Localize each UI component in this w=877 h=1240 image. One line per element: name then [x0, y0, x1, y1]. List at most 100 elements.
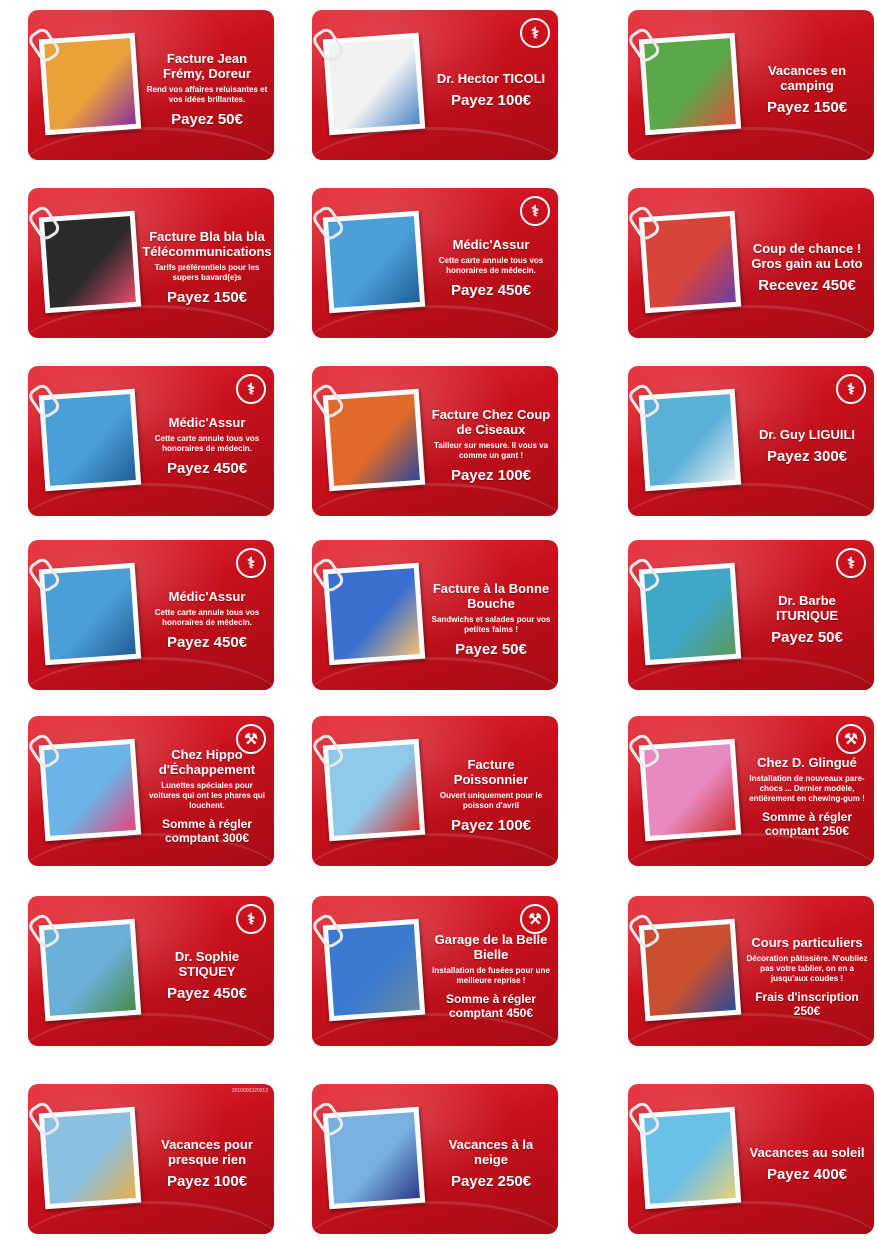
game-card: Facture Jean Frémy, Doreur Rend vos affa…: [28, 10, 274, 160]
card-amount: Somme à régler comptant 300€: [161, 817, 253, 845]
card-amount: Somme à régler comptant 250€: [761, 809, 853, 838]
card-illustration: [628, 555, 742, 666]
card-text: Vacances en camping Payez 150€: [746, 28, 868, 152]
game-card: Dr. Hector TICOLI Payez 100€ ⚕: [312, 10, 558, 160]
card-illustration: [628, 731, 742, 842]
card-title: Médic'Assur: [452, 236, 530, 252]
wrench-icon: ⚒: [836, 724, 866, 754]
card-title: Dr. Barbe ITURIQUE: [775, 593, 839, 623]
card-description: Installation de nouveaux pare-chocs ... …: [749, 773, 865, 803]
card-illustration: [28, 1099, 142, 1210]
card-text: Facture Jean Frémy, Doreur Rend vos affa…: [146, 28, 268, 152]
card-amount: Payez 150€: [166, 289, 248, 306]
card-text: Vacances pour presque rien Payez 100€: [146, 1102, 268, 1226]
card-title: Dr. Guy LIGUILI: [758, 426, 856, 442]
card-title: Chez Hippo d'Échappement: [158, 747, 256, 777]
game-card: Dr. Guy LIGUILI Payez 300€ ⚕: [628, 366, 874, 516]
card-illustration: [312, 1099, 426, 1210]
card-description: Lunettes spéciales pour voitures qui ont…: [148, 781, 266, 810]
game-card: Vacances à la neige Payez 250€: [312, 1084, 558, 1234]
card-text: Dr. Sophie STIQUEY Payez 450€: [146, 914, 268, 1038]
game-card: Dr. Barbe ITURIQUE Payez 50€ ⚕: [628, 540, 874, 690]
card-title: Vacances au soleil: [749, 1144, 865, 1160]
card-amount: Payez 450€: [166, 459, 248, 477]
syringe-icon: ⚕: [236, 548, 266, 578]
card-text: Médic'Assur Cette carte annule tous vos …: [146, 384, 268, 508]
game-card: Dr. Sophie STIQUEY Payez 450€ ⚕: [28, 896, 274, 1046]
card-title: Dr. Hector TICOLI: [436, 70, 546, 86]
card-amount: Payez 50€: [455, 641, 527, 658]
game-card: Chez Hippo d'Échappement Lunettes spécia…: [28, 716, 274, 866]
game-card: Médic'Assur Cette carte annule tous vos …: [312, 188, 558, 338]
card-illustration: [312, 25, 426, 136]
card-title: Vacances pour presque rien: [161, 1137, 253, 1167]
card-description: Décoration pâtissière. N'oubliez pas vot…: [746, 953, 868, 983]
card-illustration: [312, 203, 426, 314]
card-serial: 2010000320013: [231, 1088, 268, 1094]
game-card: Facture à la Bonne Bouche Sandwichs et s…: [312, 540, 558, 690]
card-amount: Payez 50€: [771, 629, 843, 646]
card-description: Cette carte annule tous vos honoraires d…: [154, 433, 260, 453]
card-description: Rend vos affaires reluisantes et vos idé…: [146, 85, 268, 104]
card-text: Facture Bla bla bla Télécommunications T…: [142, 206, 271, 330]
card-text: Coup de chance ! Gros gain au Loto Recev…: [746, 206, 868, 330]
card-illustration: [628, 203, 742, 314]
card-illustration: [628, 25, 742, 136]
card-amount: Payez 100€: [450, 817, 532, 834]
card-amount: Payez 450€: [166, 985, 248, 1002]
card-description: Cette carte annule tous vos honoraires d…: [154, 607, 260, 627]
card-description: Cette carte annule tous vos honoraires d…: [438, 255, 544, 275]
card-illustration: [28, 203, 142, 314]
syringe-icon: ⚕: [520, 18, 550, 48]
syringe-icon: ⚕: [236, 374, 266, 404]
game-card: Cours particuliers Décoration pâtissière…: [628, 896, 874, 1046]
card-illustration: [28, 731, 142, 842]
wrench-icon: ⚒: [520, 904, 550, 934]
card-amount: Payez 450€: [166, 633, 248, 651]
card-text: Facture Chez Coup de Ciseaux Tailleur su…: [430, 384, 552, 508]
card-text: Garage de la Belle Bielle Installation d…: [430, 914, 552, 1038]
card-title: Facture Poissonnier: [453, 757, 529, 787]
card-amount: Payez 150€: [766, 99, 848, 116]
card-text: Médic'Assur Cette carte annule tous vos …: [430, 206, 552, 330]
card-title: Coup de chance ! Gros gain au Loto: [751, 241, 863, 271]
game-card: Facture Chez Coup de Ciseaux Tailleur su…: [312, 366, 558, 516]
card-amount: Payez 250€: [450, 1173, 532, 1190]
card-title: Garage de la Belle Bielle: [434, 932, 548, 962]
card-illustration: [28, 555, 142, 666]
card-illustration: [312, 381, 426, 492]
card-illustration: [628, 381, 742, 492]
card-title: Dr. Sophie STIQUEY: [174, 949, 240, 979]
card-text: Médic'Assur Cette carte annule tous vos …: [146, 558, 268, 682]
card-amount: Somme à régler comptant 450€: [445, 992, 537, 1020]
card-title: Facture Jean Frémy, Doreur: [163, 51, 251, 81]
card-amount: Payez 300€: [766, 447, 848, 465]
game-card: Vacances au soleil Payez 400€: [628, 1084, 874, 1234]
card-illustration: [28, 381, 142, 492]
card-amount: Payez 100€: [166, 1173, 248, 1190]
game-card: Vacances pour presque rien Payez 100€ 20…: [28, 1084, 274, 1234]
card-illustration: [312, 911, 426, 1022]
card-amount: Payez 100€: [450, 467, 532, 484]
game-card: Chez D. Glingué Installation de nouveaux…: [628, 716, 874, 866]
card-title: Facture Chez Coup de Ciseaux: [431, 407, 551, 437]
game-card: Médic'Assur Cette carte annule tous vos …: [28, 366, 274, 516]
card-text: Facture Poissonnier Ouvert uniquement po…: [430, 734, 552, 858]
card-title: Facture Bla bla bla Télécommunications: [142, 229, 272, 259]
game-card: Facture Bla bla bla Télécommunications T…: [28, 188, 274, 338]
card-amount: Payez 450€: [450, 281, 532, 299]
card-title: Médic'Assur: [168, 588, 246, 604]
card-description: Tarifs préférentiels pour les supers bav…: [154, 263, 260, 282]
card-illustration: [628, 911, 742, 1022]
game-card: Coup de chance ! Gros gain au Loto Recev…: [628, 188, 874, 338]
syringe-icon: ⚕: [236, 904, 266, 934]
card-text: Cours particuliers Décoration pâtissière…: [746, 914, 868, 1038]
syringe-icon: ⚕: [520, 196, 550, 226]
syringe-icon: ⚕: [836, 548, 866, 578]
card-amount: Frais d'inscription 250€: [755, 989, 859, 1018]
game-card: Garage de la Belle Bielle Installation d…: [312, 896, 558, 1046]
card-title: Vacances à la neige: [448, 1137, 534, 1167]
game-card: Facture Poissonnier Ouvert uniquement po…: [312, 716, 558, 866]
card-description: Installation de fusées pour une meilleur…: [432, 966, 550, 985]
syringe-icon: ⚕: [836, 374, 866, 404]
